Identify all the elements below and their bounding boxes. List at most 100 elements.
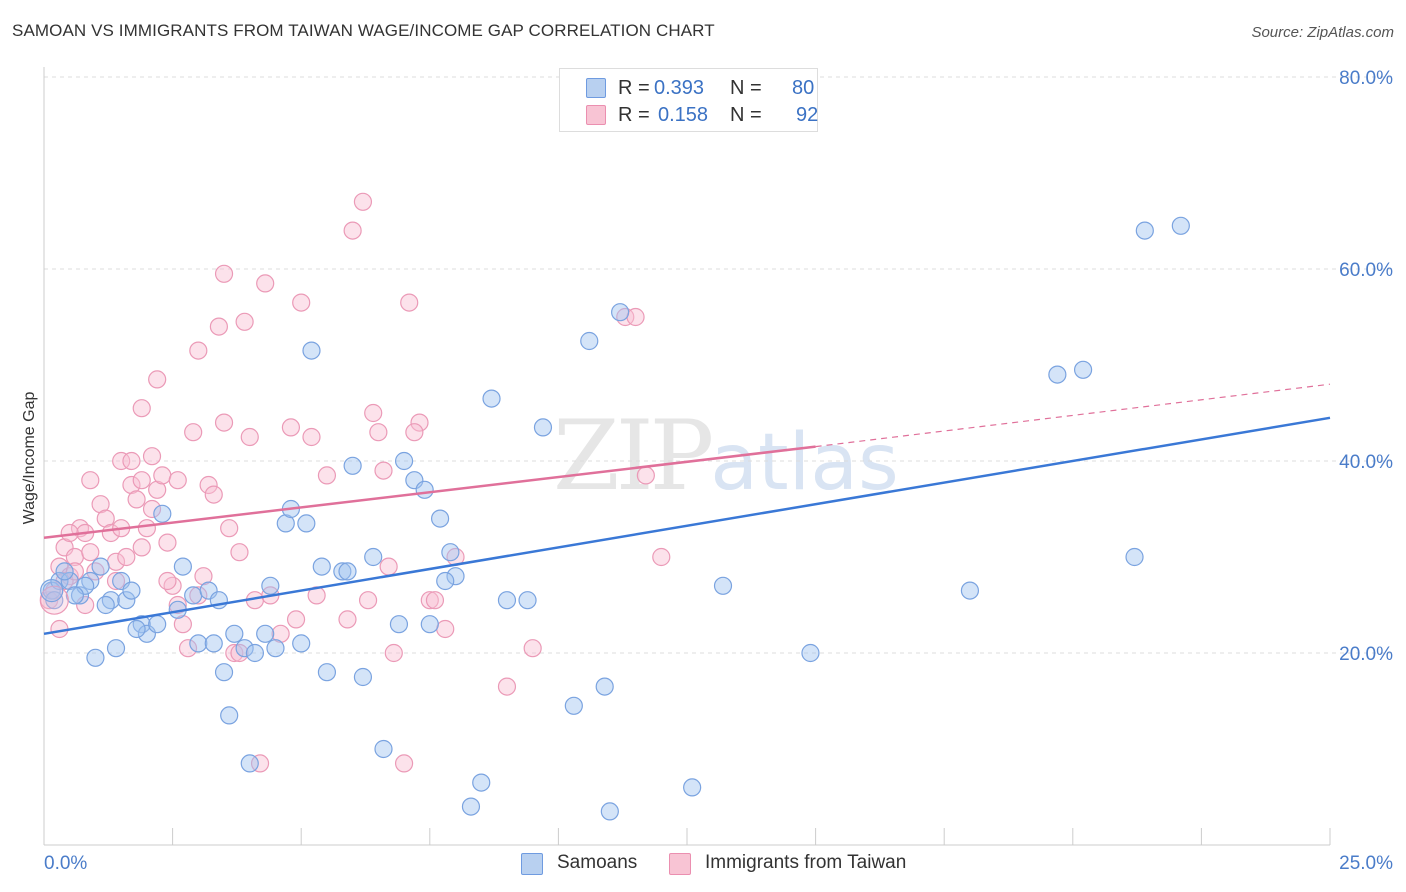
point-taiwan (132, 471, 151, 490)
point-samoans (960, 581, 980, 600)
point-samoans (1048, 365, 1067, 384)
point-samoans (261, 576, 280, 595)
point-taiwan (240, 427, 259, 447)
point-samoans (713, 576, 733, 595)
point-samoans (595, 677, 614, 696)
point-taiwan (230, 543, 249, 562)
point-taiwan (189, 341, 208, 360)
point-taiwan (158, 533, 177, 552)
point-taiwan (189, 586, 208, 605)
point-taiwan (148, 480, 167, 499)
point-taiwan-large (39, 585, 69, 615)
chart-title: SAMOAN VS IMMIGRANTS FROM TAIWAN WAGE/IN… (12, 21, 715, 40)
point-taiwan (112, 451, 131, 471)
point-taiwan (338, 610, 357, 629)
bottom-legend-swatch-samoans (521, 853, 543, 875)
point-taiwan (405, 423, 424, 442)
point-taiwan (374, 461, 393, 480)
point-samoans (153, 504, 172, 523)
point-taiwan (194, 567, 213, 586)
point-samoans (497, 591, 517, 610)
point-taiwan (168, 595, 187, 615)
point-taiwan (122, 451, 141, 471)
point-samoans (240, 754, 259, 773)
point-samoans (394, 451, 414, 471)
point-taiwan (256, 274, 275, 293)
bottom-legend-label: Samoans (557, 852, 638, 873)
point-taiwan (384, 643, 403, 663)
point-samoans (297, 514, 316, 533)
point-samoans (70, 586, 90, 605)
point-taiwan (652, 547, 671, 567)
point-taiwan (235, 312, 254, 331)
axes (43, 67, 1331, 846)
trend-line-samoans (43, 416, 1331, 636)
point-samoans (245, 643, 265, 663)
point-samoans (189, 634, 208, 653)
legend-n-label: N = (730, 77, 762, 99)
point-samoans (276, 514, 295, 533)
point-taiwan (199, 475, 218, 495)
watermark: ZIPatlas (553, 400, 899, 512)
point-samoans (415, 480, 434, 499)
point-taiwan (81, 471, 100, 490)
point-samoans (472, 773, 491, 792)
point-samoans (204, 634, 223, 653)
point-samoans (1073, 360, 1093, 379)
source-note: Source: ZipAtlas.com (1251, 24, 1394, 41)
point-taiwan (410, 413, 429, 432)
point-taiwan (158, 571, 177, 591)
point-taiwan (142, 499, 162, 519)
grid-lines (44, 76, 1395, 654)
point-taiwan (358, 591, 378, 610)
point-taiwan (436, 619, 455, 639)
point-samoans (338, 562, 357, 581)
point-samoans (430, 509, 450, 528)
point-taiwan (209, 317, 228, 336)
point-samoans (420, 615, 439, 634)
x-tick-label-max: 25.0% (1339, 853, 1393, 874)
point-samoans (533, 418, 553, 437)
point-samoans (564, 696, 583, 715)
x-tick-label-min: 0.0% (44, 853, 87, 874)
point-taiwan (343, 221, 362, 240)
point-samoans (122, 581, 141, 600)
point-taiwan (204, 485, 223, 504)
point-taiwan (286, 610, 306, 629)
point-samoans (482, 389, 501, 408)
point-taiwan (148, 370, 167, 389)
legend-n-value: 80 (792, 77, 815, 99)
point-samoans-large (40, 578, 64, 603)
watermark-atlas: atlas (710, 418, 899, 508)
point-taiwan (364, 403, 383, 423)
point-taiwan (65, 562, 84, 581)
point-taiwan (106, 571, 126, 591)
point-samoans (214, 663, 234, 682)
point-taiwan (137, 519, 156, 538)
point-samoans (446, 567, 465, 586)
legend-r-label: R = (618, 104, 650, 126)
point-taiwan (636, 466, 655, 485)
legend-r-label: R = (618, 77, 650, 99)
point-samoans (55, 562, 74, 581)
y-tick-label: 20.0% (1339, 644, 1393, 665)
axis-labels: 20.0% 40.0% 60.0% 80.0% 0.0% 25.0% Wage/Income… (21, 68, 1393, 874)
trend-line-taiwan (43, 445, 816, 540)
y-tick-label: 40.0% (1339, 452, 1393, 473)
point-samoans (683, 778, 702, 797)
point-taiwan (184, 423, 203, 442)
point-taiwan (132, 538, 151, 557)
legend-swatch-taiwan (586, 105, 606, 125)
point-taiwan (117, 547, 136, 567)
point-samoans (353, 667, 373, 687)
legend-swatch-samoans (586, 78, 606, 98)
point-samoans (389, 615, 409, 634)
y-axis-label: Wage/Income Gap (21, 392, 38, 525)
point-taiwan (91, 495, 110, 514)
point-taiwan (132, 399, 151, 418)
point-samoans (220, 706, 239, 725)
point-taiwan (122, 475, 141, 495)
point-samoans (801, 643, 820, 663)
point-taiwan (317, 466, 337, 485)
point-taiwan (523, 639, 542, 658)
